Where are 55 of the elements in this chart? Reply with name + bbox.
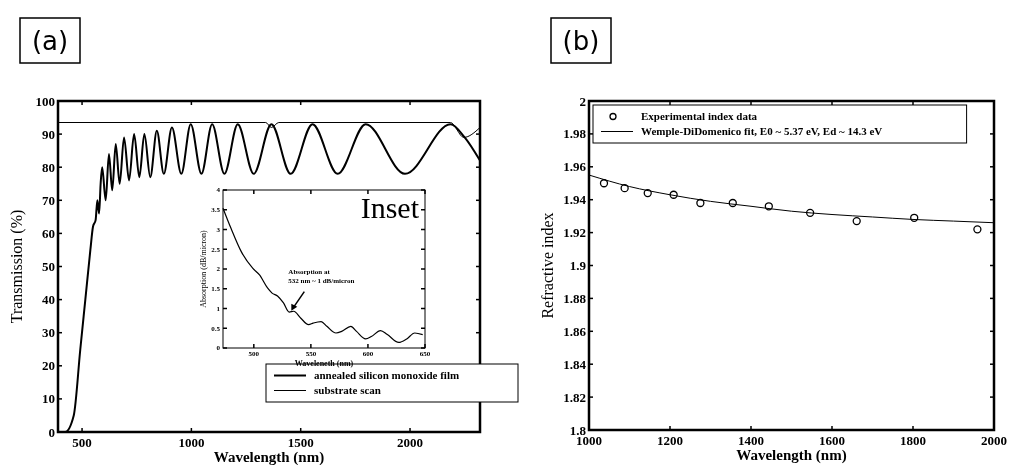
y-axis-title: Refractive index [539,212,556,319]
y-tick-label: 50 [42,259,55,275]
y-tick-label: 1.9 [569,258,587,274]
y-axis-title: Transmission (%) [8,209,26,324]
point [696,198,705,208]
chart-title: (a) [31,26,69,57]
y-axis-title: Absorption (dB/micron) [199,229,208,308]
x-tick-label: 1600 [819,433,845,448]
legend-label: substrate scan [314,384,381,397]
y-tick-label: 0 [48,424,55,440]
y-tick-label: 30 [42,325,55,341]
legend-label: Wemple-DiDomenico fit, E0 ~ 5.37 eV, Ed ~ 14.3 eV [641,125,883,138]
x-tick-label: 2000 [981,433,1007,448]
y-tick-label: 1.88 [563,290,587,306]
point [599,179,609,188]
x-tick-label: 1200 [657,433,683,448]
y-tick-label: 10 [42,391,55,407]
x-axis-title: Wavelength (nm) [213,449,325,465]
x-tick-label: 1800 [900,433,926,448]
point [805,208,815,218]
x-tick-label: 1000 [178,435,205,450]
point [643,188,652,198]
y-tick-label: 1.98 [563,126,587,142]
y-tick-label: 90 [42,126,55,142]
y-tick-label: 1.86 [563,323,587,339]
y-tick-label: 1.92 [563,225,586,241]
y-tick-label: 1.96 [563,159,587,175]
y-tick-label: 1.8 [569,422,587,438]
chart-title: (b) [562,26,600,57]
y-tick-label: 40 [42,292,55,308]
y-tick-label: 2 [579,93,586,109]
legend-label: annealed silicon monoxide film [314,369,460,382]
x-tick-label: 1400 [738,433,764,448]
point [973,225,982,234]
x-axis-title: Waveleneth (nm) [294,359,354,368]
y-tick-label: 1.82 [563,389,586,405]
point [669,190,678,199]
y-tick-label: 100 [35,93,55,109]
x-axis-title: Wavelength (nm) [736,447,847,464]
point [852,216,861,226]
chart-title: Inset [360,191,420,224]
point [764,202,773,211]
legend-label: Experimental index data [641,110,758,123]
y-tick-label: 60 [42,225,55,241]
y-tick-label: 20 [42,358,55,374]
y-tick-label: 1.94 [563,192,587,208]
point [910,213,919,222]
y-tick-label: 1.84 [563,356,587,372]
y-tick-label: 80 [42,159,55,175]
point [728,198,737,208]
x-tick-label: 1500 [287,435,314,450]
y-tick-label: 70 [42,192,55,208]
x-tick-label: 2000 [397,435,424,450]
point [620,184,629,193]
x-tick-label: 500 [72,435,92,450]
